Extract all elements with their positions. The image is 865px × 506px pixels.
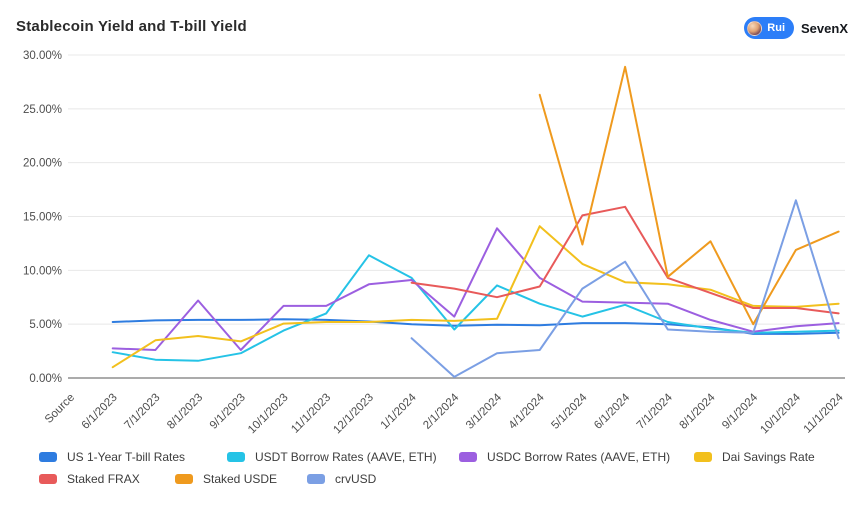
legend-label: US 1-Year T-bill Rates: [67, 450, 186, 464]
x-axis-tick-label: 10/1/2023: [246, 392, 291, 437]
series-line[interactable]: [111, 254, 840, 362]
series-line[interactable]: [111, 225, 840, 369]
x-axis-tick-label: Source: [43, 392, 77, 426]
legend-item[interactable]: crvUSD: [307, 472, 376, 486]
legend-item[interactable]: Staked USDE: [175, 472, 277, 486]
series-line[interactable]: [111, 227, 840, 351]
x-axis-tick-label: 6/1/2023: [80, 392, 120, 432]
legend-label: crvUSD: [335, 472, 377, 486]
author-pill[interactable]: Rui: [744, 17, 795, 39]
author-badge[interactable]: Rui SevenX: [744, 17, 848, 39]
x-axis-tick-label: 9/1/2023: [208, 392, 248, 432]
chart-title: Stablecoin Yield and T-bill Yield: [16, 18, 247, 35]
legend-swatch: [307, 474, 325, 484]
legend-label: USDT Borrow Rates (AAVE, ETH): [255, 450, 437, 464]
y-axis-tick-label: 0.00%: [29, 373, 62, 385]
legend-label: Staked FRAX: [67, 472, 140, 486]
y-axis-tick-label: 30.00%: [23, 50, 62, 62]
x-axis-tick-label: 9/1/2024: [720, 391, 761, 432]
legend-label: USDC Borrow Rates (AAVE, ETH): [487, 450, 671, 464]
y-axis-tick-label: 15.00%: [23, 211, 62, 223]
legend-swatch: [459, 452, 477, 462]
legend-swatch: [39, 452, 57, 462]
x-axis-tick-label: 7/1/2023: [122, 392, 162, 432]
legend-label: Dai Savings Rate: [722, 450, 815, 464]
x-axis-tick-label: 7/1/2024: [635, 391, 676, 432]
legend-swatch: [39, 474, 57, 484]
y-axis-tick-label: 25.00%: [23, 104, 62, 116]
x-axis-tick-label: 2/1/2024: [421, 391, 462, 432]
legend-swatch: [694, 452, 712, 462]
legend-label: Staked USDE: [203, 472, 278, 486]
legend-item[interactable]: US 1-Year T-bill Rates: [39, 450, 185, 464]
legend-swatch: [227, 452, 245, 462]
x-axis-tick-label: 6/1/2024: [592, 391, 633, 432]
org-name: SevenX: [801, 20, 848, 36]
x-axis-tick-label: 8/1/2024: [677, 391, 718, 432]
y-axis-tick-label: 5.00%: [29, 319, 62, 331]
series-line[interactable]: [538, 65, 840, 326]
x-axis-tick-label: 10/1/2024: [758, 391, 803, 436]
x-axis-tick-label: 12/1/2023: [331, 392, 376, 437]
legend-item[interactable]: Dai Savings Rate: [694, 450, 815, 464]
avatar: [747, 20, 763, 36]
legend-item[interactable]: Staked FRAX: [39, 472, 140, 486]
x-axis-tick-label: 3/1/2024: [464, 391, 505, 432]
x-axis-tick-label: 11/1/2024: [802, 391, 846, 435]
x-axis-tick-label: 1/1/2024: [379, 391, 420, 432]
legend-item[interactable]: USDC Borrow Rates (AAVE, ETH): [459, 450, 670, 464]
x-axis-tick-label: 8/1/2023: [165, 392, 205, 432]
legend-item[interactable]: USDT Borrow Rates (AAVE, ETH): [227, 450, 437, 464]
author-name: Rui: [767, 22, 786, 34]
series-line[interactable]: [410, 199, 840, 378]
series-line[interactable]: [410, 205, 840, 315]
y-axis-tick-label: 20.00%: [23, 158, 62, 170]
x-axis-tick-label: 5/1/2024: [549, 391, 590, 432]
legend-swatch: [175, 474, 193, 484]
x-axis-tick-label: 11/1/2023: [289, 392, 333, 436]
y-axis-tick-label: 10.00%: [23, 265, 62, 277]
x-axis-tick-label: 4/1/2024: [507, 391, 548, 432]
